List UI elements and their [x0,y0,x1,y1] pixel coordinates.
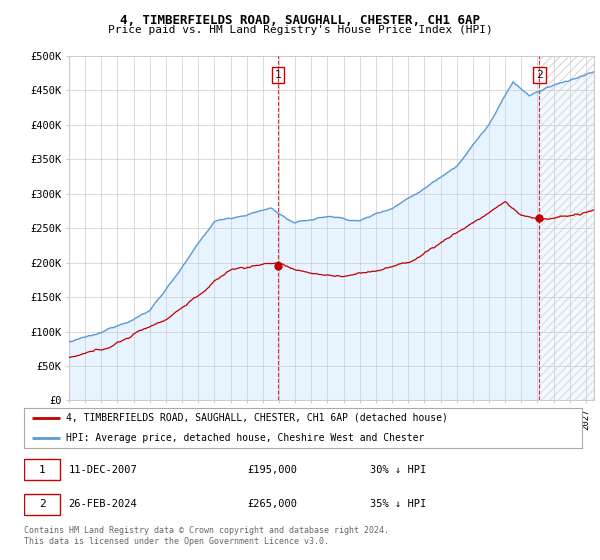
Text: 2: 2 [39,499,46,509]
Text: 11-DEC-2007: 11-DEC-2007 [68,465,137,475]
Text: Contains HM Land Registry data © Crown copyright and database right 2024.
This d: Contains HM Land Registry data © Crown c… [24,526,389,546]
Text: £195,000: £195,000 [247,465,297,475]
Text: Price paid vs. HM Land Registry's House Price Index (HPI): Price paid vs. HM Land Registry's House … [107,25,493,35]
Text: 1: 1 [39,465,46,475]
Text: £265,000: £265,000 [247,499,297,509]
Text: 30% ↓ HPI: 30% ↓ HPI [370,465,426,475]
Text: 35% ↓ HPI: 35% ↓ HPI [370,499,426,509]
FancyBboxPatch shape [24,459,60,480]
Text: HPI: Average price, detached house, Cheshire West and Chester: HPI: Average price, detached house, Ches… [66,433,424,443]
Text: 26-FEB-2024: 26-FEB-2024 [68,499,137,509]
FancyBboxPatch shape [24,493,60,515]
Text: 4, TIMBERFIELDS ROAD, SAUGHALL, CHESTER, CH1 6AP (detached house): 4, TIMBERFIELDS ROAD, SAUGHALL, CHESTER,… [66,413,448,423]
Text: 4, TIMBERFIELDS ROAD, SAUGHALL, CHESTER, CH1 6AP: 4, TIMBERFIELDS ROAD, SAUGHALL, CHESTER,… [120,14,480,27]
Text: 2: 2 [536,70,543,80]
Text: 1: 1 [275,70,281,80]
Bar [539,56,594,400]
